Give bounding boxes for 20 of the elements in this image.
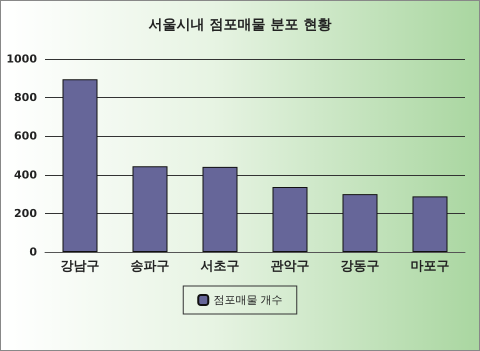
bar — [342, 194, 378, 252]
x-tick-label: 강남구 — [60, 259, 100, 274]
x-tick-label: 송파구 — [130, 259, 170, 274]
legend-label: 점포매물 개수 — [213, 294, 283, 306]
y-tick-label: 400 — [14, 168, 38, 182]
bar — [62, 79, 98, 252]
chart-title: 서울시내 점포매물 분포 현황 — [148, 17, 332, 33]
y-tick-label: 600 — [14, 130, 38, 143]
bar — [202, 166, 238, 252]
x-tick-label: 서초구 — [200, 259, 240, 274]
y-tick-label: 800 — [14, 91, 38, 104]
y-tick-label: 1000 — [6, 52, 38, 66]
x-tick-label: 강동구 — [340, 259, 380, 274]
x-tick-label: 마포구 — [410, 259, 450, 274]
y-tick-label: 200 — [14, 206, 38, 220]
bar — [272, 186, 308, 252]
y-tick-label: 0 — [29, 246, 38, 258]
bar — [412, 196, 448, 252]
bar — [132, 166, 168, 252]
x-tick-label: 관악구 — [270, 259, 310, 274]
